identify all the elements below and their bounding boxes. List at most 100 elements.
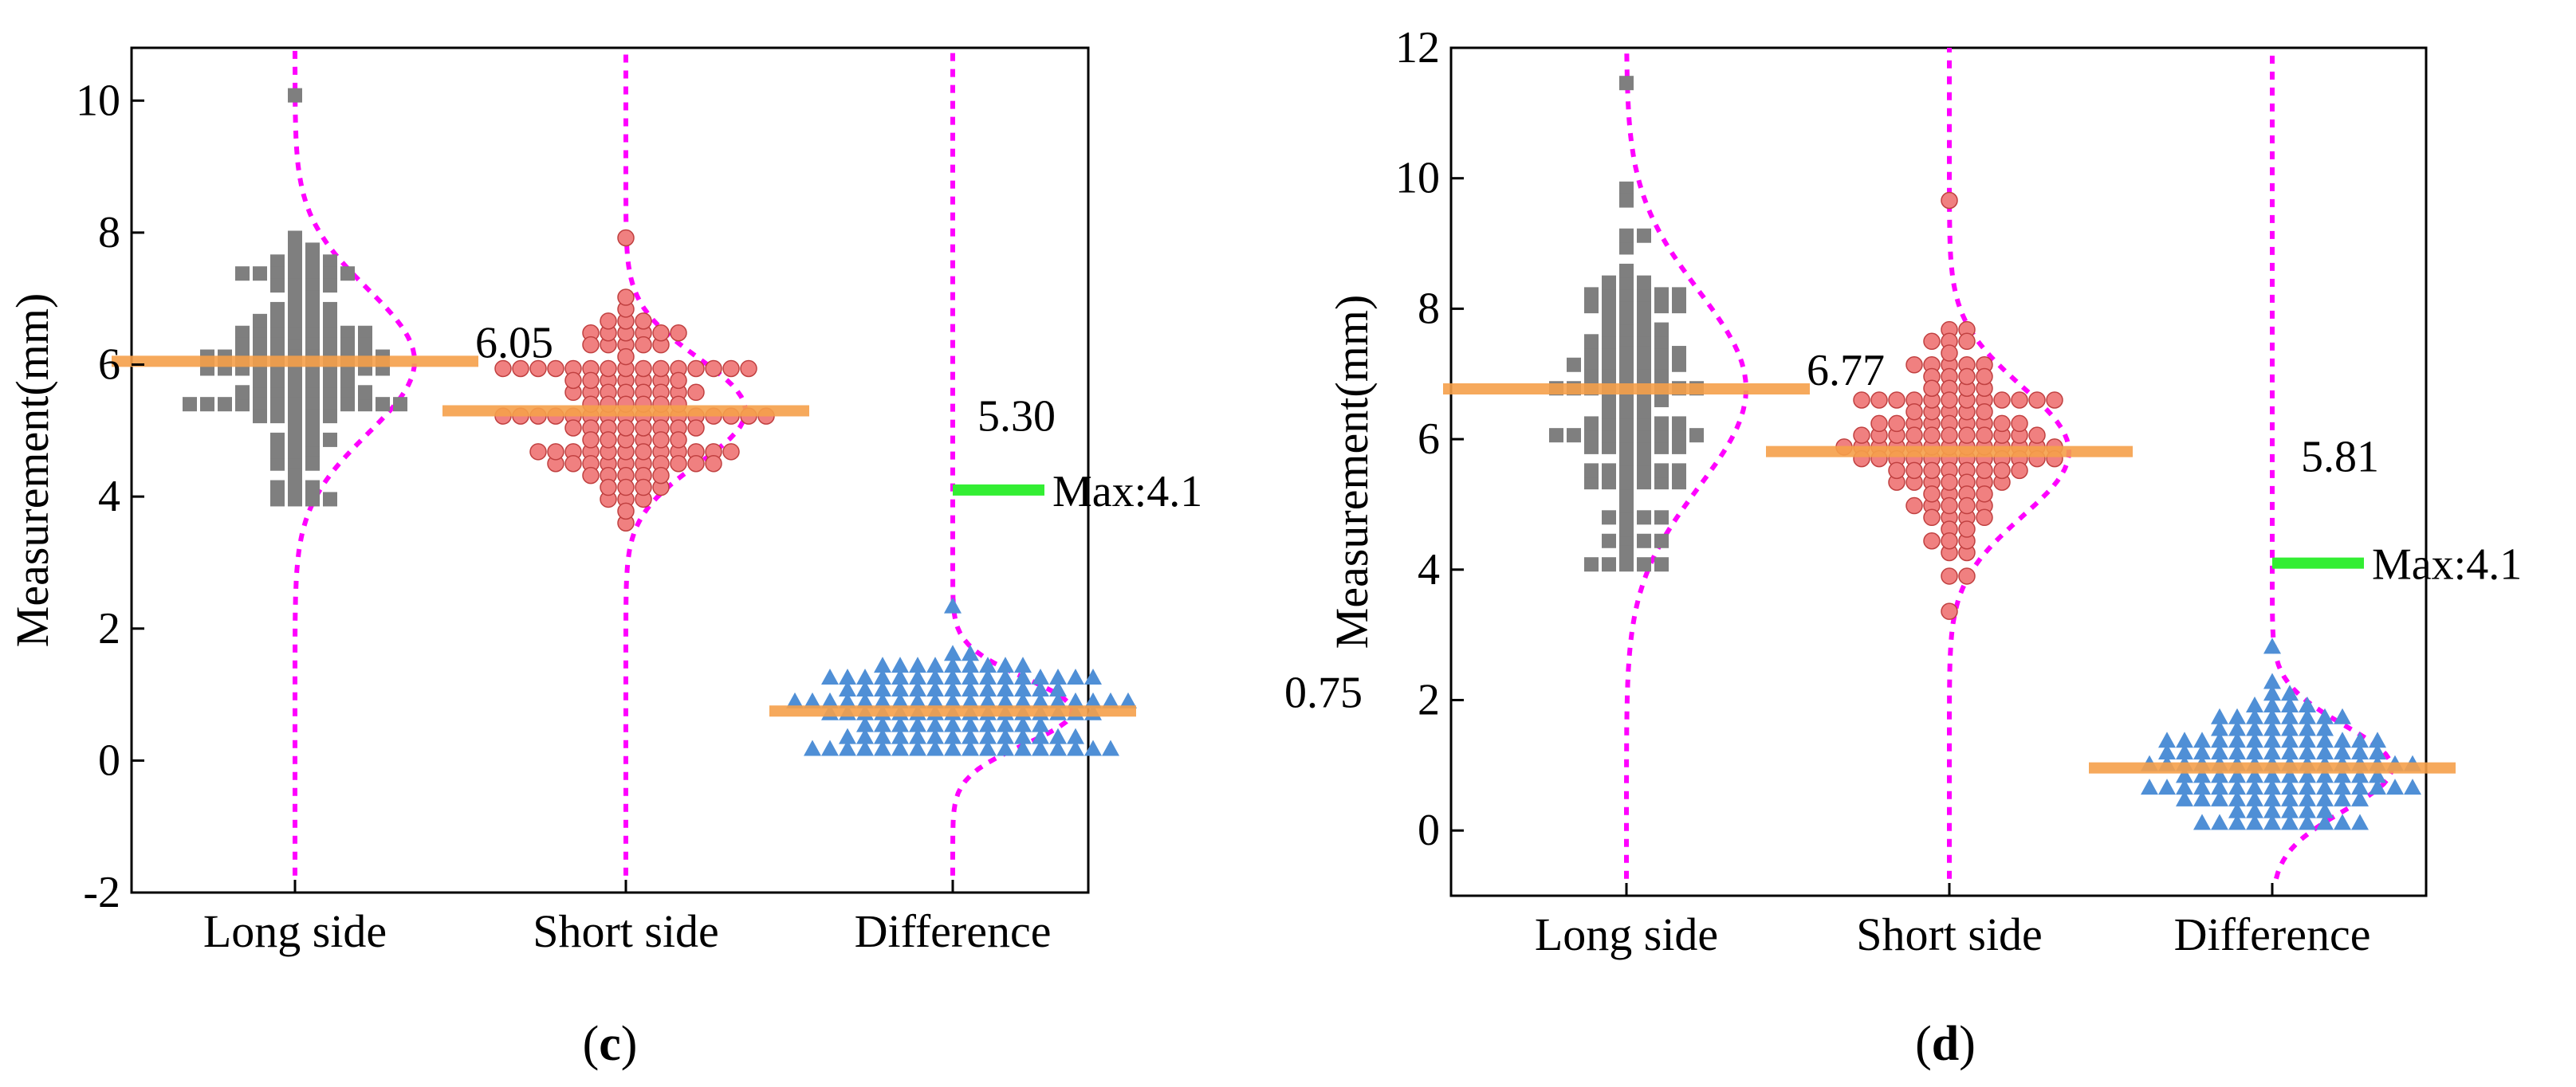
- data-point: [2316, 720, 2334, 736]
- mean-label: 5.81: [2301, 433, 2379, 482]
- data-point: [1654, 299, 1669, 314]
- data-point: [874, 716, 891, 732]
- data-point: [2246, 720, 2263, 736]
- data-point: [1549, 428, 1563, 443]
- y-tick-label: 6: [1418, 414, 1440, 464]
- data-point: [288, 409, 302, 424]
- data-point: [804, 692, 821, 708]
- data-point: [305, 325, 320, 340]
- data-point: [1602, 357, 1616, 372]
- data-point: [183, 397, 197, 412]
- data-point: [2316, 708, 2334, 724]
- data-point: [1619, 451, 1634, 466]
- data-point: [288, 242, 302, 257]
- data-point: [635, 443, 652, 461]
- axes: -2 0 2 4 6 8 10 Long side Short side Difference: [76, 76, 1051, 957]
- data-point: [305, 242, 320, 257]
- data-point: [1654, 369, 1669, 384]
- data-point: [874, 680, 891, 697]
- data-point: [652, 431, 670, 449]
- data-point: [270, 254, 285, 269]
- data-point: [2369, 779, 2386, 795]
- data-point: [617, 419, 635, 437]
- data-point: [1584, 334, 1599, 349]
- data-point: [979, 740, 997, 756]
- data-point: [2263, 720, 2281, 736]
- data-point: [962, 716, 979, 732]
- data-point: [305, 432, 320, 447]
- data-point: [2228, 720, 2246, 736]
- data-point: [288, 313, 302, 328]
- data-point: [376, 397, 390, 412]
- data-point: [1958, 496, 1976, 515]
- data-point: [2263, 708, 2281, 724]
- data-point: [1619, 545, 1634, 560]
- data-point: [2281, 720, 2299, 736]
- data-point: [979, 692, 997, 708]
- data-point: [2334, 708, 2351, 724]
- data-point: [1014, 669, 1032, 685]
- data-point: [874, 692, 891, 708]
- distribution-curve: [623, 48, 748, 876]
- data-point: [1958, 332, 1976, 351]
- x-tick-label: Long side: [203, 905, 387, 957]
- data-point: [200, 397, 214, 412]
- data-point: [1672, 346, 1686, 361]
- data-point: [1905, 356, 1923, 374]
- data-point: [2404, 779, 2421, 795]
- data-point: [687, 454, 705, 473]
- data-point: [1067, 669, 1084, 685]
- data-point: [1619, 428, 1634, 443]
- data-point: [253, 409, 267, 424]
- data-point: [1993, 461, 2011, 480]
- data-point: [600, 431, 617, 449]
- data-point: [305, 409, 320, 424]
- data-point: [1888, 391, 1905, 409]
- data-point: [2369, 743, 2386, 759]
- y-tick-label: 6: [98, 340, 120, 390]
- data-point: [722, 359, 740, 378]
- data-point: [2263, 790, 2281, 806]
- data-point: [856, 692, 874, 708]
- data-point: [305, 456, 320, 471]
- data-point: [1958, 567, 1976, 585]
- data-point: [288, 325, 302, 340]
- data-point: [1941, 191, 1958, 210]
- data-point: [340, 373, 355, 388]
- data-point: [1654, 475, 1669, 490]
- distribution-curve: [1624, 47, 1748, 879]
- data-point: [2386, 779, 2404, 795]
- data-point: [1014, 680, 1032, 697]
- data-point: [1637, 346, 1651, 361]
- data-point: [1888, 414, 1905, 433]
- data-point: [821, 692, 839, 708]
- data-point: [1905, 426, 1923, 444]
- data-point: [1672, 428, 1686, 443]
- data-point: [926, 692, 944, 708]
- data-point: [564, 454, 582, 473]
- data-point: [1993, 414, 2011, 433]
- data-point: [2351, 743, 2369, 759]
- data-point: [288, 385, 302, 400]
- data-point: [1923, 379, 1941, 397]
- distribution-curves: [293, 48, 1076, 876]
- axes: 0 2 4 6 8 10 12 Long side Short side Difference: [1395, 23, 2370, 960]
- data-point: [670, 454, 687, 473]
- data-point: [839, 669, 856, 685]
- mean-label: 0.75: [1284, 668, 1363, 717]
- data-point: [1637, 451, 1651, 466]
- data-point: [2369, 732, 2386, 748]
- data-point: [2334, 814, 2351, 830]
- data-point: [1602, 439, 1616, 454]
- data-point: [1102, 740, 1119, 756]
- data-point: [323, 385, 337, 400]
- data-point: [617, 478, 635, 496]
- data-point: [997, 692, 1014, 708]
- data-point: [2176, 732, 2193, 748]
- data-point: [1637, 334, 1651, 349]
- data-point: [1602, 392, 1616, 407]
- data-point: [1102, 692, 1119, 708]
- data-point: [270, 325, 285, 340]
- data-point: [1993, 391, 2011, 409]
- data-point: [1619, 475, 1634, 490]
